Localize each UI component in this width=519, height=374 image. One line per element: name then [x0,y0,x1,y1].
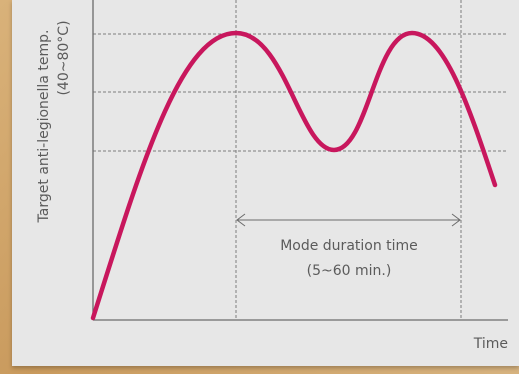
y-axis-label-line1: Target anti-legionella temp. [36,30,52,224]
annotation-line1: Mode duration time [280,238,418,254]
annotation-line2: (5~60 min.) [307,263,392,279]
x-axis-label: Time [473,336,508,352]
duration-arrow-left-head [236,213,246,227]
y-axis-label-line2: (40~80°C) [56,20,72,95]
temperature-curve [90,30,498,321]
duration-arrow-right-head [451,213,461,227]
